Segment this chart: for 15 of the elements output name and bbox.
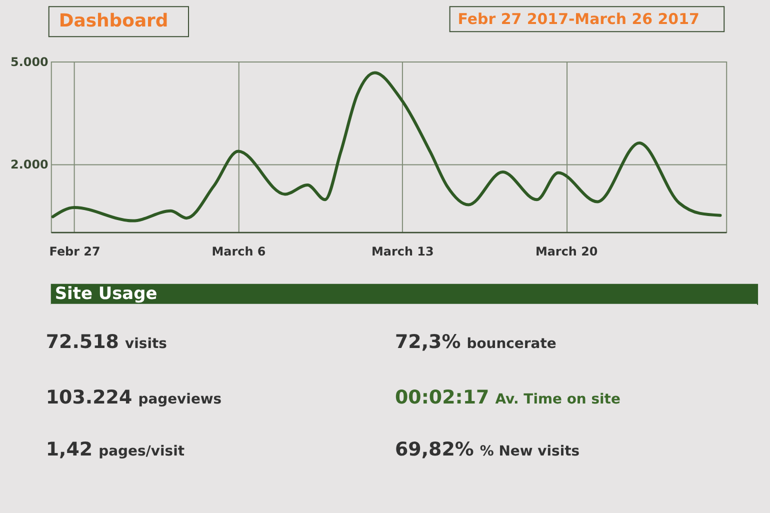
x-tick-label: Febr 27: [49, 244, 100, 259]
x-tick-label: March 13: [372, 244, 434, 259]
text: Site Usage: [54, 282, 158, 303]
chart-title: Dashboard: [58, 10, 168, 32]
chart-subtitle: Febr 27 2017-March 26 2017: [458, 10, 700, 28]
text: 69,82% % New visits: [394, 438, 580, 460]
y-tick-label: 5.000: [10, 54, 48, 69]
x-tick-label: March 20: [535, 244, 598, 259]
text: 72.518 visits: [46, 330, 167, 353]
y-tick-label: 2.000: [10, 157, 48, 172]
text: 72,3% bouncerate: [394, 330, 556, 353]
x-tick-label: March 6: [212, 244, 266, 259]
text: 103.224 pageviews: [46, 386, 222, 409]
text: 00:02:17 Av. Time on site: [394, 386, 620, 409]
text: 1,42 pages/visit: [46, 438, 185, 460]
